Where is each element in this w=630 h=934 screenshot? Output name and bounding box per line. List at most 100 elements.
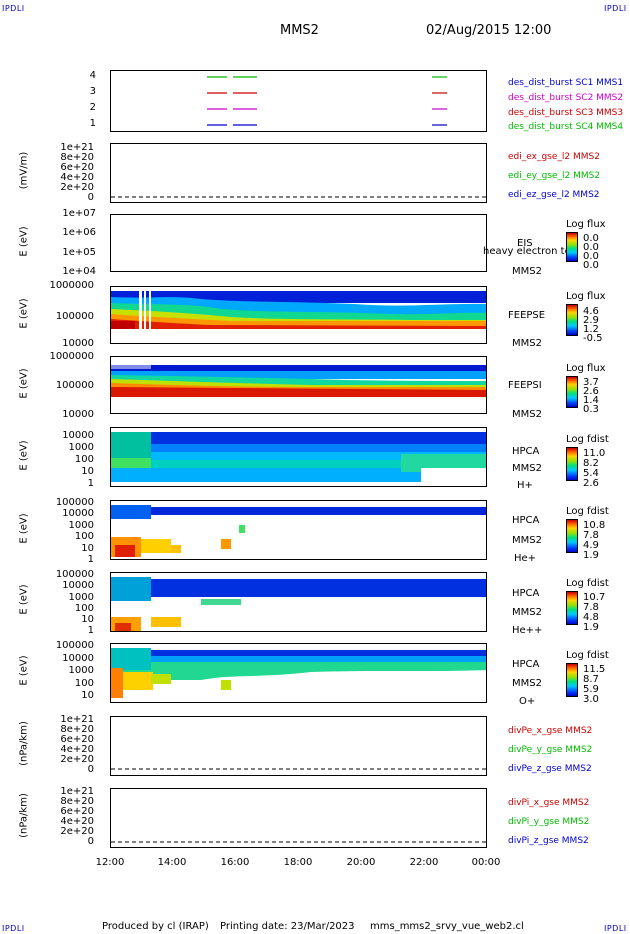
divpi-ytick: 1e+21 xyxy=(60,786,94,797)
feepse-ytick: 1000000 xyxy=(49,280,94,291)
feepse-spectrogram xyxy=(111,287,486,343)
corner-logo-tr: IPDLI xyxy=(604,4,627,13)
corner-logo-tl: IPDLI xyxy=(2,4,25,13)
feepsi-ytick: 1000000 xyxy=(49,351,94,362)
feepsi-ylabel: E (eV) xyxy=(18,368,30,399)
burst-ytick: 4 xyxy=(89,70,96,81)
hpca-o-species-label: O+ xyxy=(519,696,536,707)
hpca-hepp-cbar-val: 10.7 xyxy=(583,592,606,603)
hpca-he-panel xyxy=(110,500,487,560)
feepse-cbar-val: -0.5 xyxy=(583,333,603,344)
feepse-ylabel: E (eV) xyxy=(18,298,30,329)
edi-ytick: 6e+20 xyxy=(60,162,94,173)
divpe-ytick: 6e+20 xyxy=(60,734,94,745)
hpca-hepp-ytick: 100 xyxy=(74,603,94,614)
edi-legend-y: edi_ey_gse_l2 MMS2 xyxy=(508,171,601,181)
eis-cbar-val: 0.0 xyxy=(583,242,599,253)
burst-ytick: 2 xyxy=(89,102,96,113)
feepse-cbar-val: 4.6 xyxy=(583,306,599,317)
hpca-hepp-ytick: 10 xyxy=(81,614,94,625)
spacecraft-title: MMS2 xyxy=(280,23,319,38)
eis-cbar-title: Log flux xyxy=(566,219,606,230)
eis-ytick: 1e+04 xyxy=(62,266,96,277)
hpca-he-cbar-val: 4.9 xyxy=(583,540,599,551)
hpca-h-ytick: 100 xyxy=(74,454,94,465)
feepse-spacecraft-label: MMS2 xyxy=(512,338,542,349)
hpca-h-spacecraft-label: MMS2 xyxy=(512,463,542,474)
hpca-he-cbar-val: 10.8 xyxy=(583,520,606,531)
feepsi-ytick: 100000 xyxy=(55,380,94,391)
hpca-he-species-label: He+ xyxy=(514,553,537,564)
burst-ytick: 1 xyxy=(89,118,96,129)
feepsi-cbar-title: Log flux xyxy=(566,363,606,374)
hpca-h-cbar-val: 11.0 xyxy=(583,448,606,459)
footer-filename: mms_mms2_srvy_vue_web2.cl xyxy=(370,921,524,932)
divpe-ylabel: (nPa/km) xyxy=(18,721,30,766)
x-tick: 20:00 xyxy=(346,857,376,868)
burst-ytick: 3 xyxy=(89,86,96,97)
eis-ytick: 1e+06 xyxy=(62,227,96,238)
hpca-hepp-cbar-val: 1.9 xyxy=(583,622,599,633)
eis-cbar-val: 0.0 xyxy=(583,260,599,271)
divpe-ytick: 8e+20 xyxy=(60,724,94,735)
x-tick: 14:00 xyxy=(157,857,187,868)
edi-ytick: 4e+20 xyxy=(60,172,94,183)
hpca-o-cbar-title: Log fdist xyxy=(566,650,609,661)
hpca-h-panel xyxy=(110,427,487,487)
corner-logo-br: IPDLI xyxy=(604,924,627,933)
eis-spacecraft-label: MMS2 xyxy=(512,266,542,277)
hpca-hepp-ytick: 10000 xyxy=(62,580,94,591)
hpca-hepp-spectrogram xyxy=(111,573,486,631)
feepsi-spectrogram xyxy=(111,357,486,413)
hpca-he-ytick: 1000 xyxy=(68,520,94,531)
divpi-ytick: 2e+20 xyxy=(60,826,94,837)
eis-instrument-label: EIS xyxy=(517,238,533,249)
feepse-ytick: 100000 xyxy=(55,311,94,322)
hpca-hepp-species-label: He++ xyxy=(512,625,543,636)
hpca-o-ytick: 100000 xyxy=(55,640,94,651)
feepsi-cbar-val: 3.7 xyxy=(583,377,599,388)
hpca-hepp-ytick: 100000 xyxy=(55,569,94,580)
x-tick: 22:00 xyxy=(409,857,439,868)
x-tick: 00:00 xyxy=(471,857,501,868)
edi-ytick: 1e+21 xyxy=(60,142,94,153)
datetime-title: 02/Aug/2015 12:00 xyxy=(426,23,552,38)
feepsi-spacecraft-label: MMS2 xyxy=(512,409,542,420)
hpca-o-spacecraft-label: MMS2 xyxy=(512,678,542,689)
eis-colorbar xyxy=(566,232,578,262)
burst-lines xyxy=(207,76,447,126)
hpca-hepp-panel xyxy=(110,572,487,632)
feepse-ytick: 10000 xyxy=(62,338,94,349)
hpca-h-spectrogram xyxy=(111,428,486,486)
burst-legend-sc4: des_dist_burst SC4 MMS4 xyxy=(508,122,624,132)
hpca-o-ytick: 10 xyxy=(81,690,94,701)
hpca-he-ytick: 100000 xyxy=(55,497,94,508)
feepse-panel xyxy=(110,286,487,344)
burst-legend-sc1: des_dist_burst SC1 MMS1 xyxy=(508,78,624,88)
divpe-ytick: 1e+21 xyxy=(60,714,94,725)
hpca-hepp-cbar-val: 7.8 xyxy=(583,602,599,613)
divpi-ytick: 0 xyxy=(87,836,94,847)
hpca-h-cbar-val: 2.6 xyxy=(583,478,599,489)
eis-panel xyxy=(110,214,487,272)
feepsi-ytick: 10000 xyxy=(62,409,94,420)
hpca-hepp-spacecraft-label: MMS2 xyxy=(512,607,542,618)
divpe-legend-y: divPe_y_gse MMS2 xyxy=(508,745,593,755)
hpca-o-instrument-label: HPCA xyxy=(512,659,540,670)
divpe-ytick: 4e+20 xyxy=(60,744,94,755)
hpca-o-cbar-val: 11.5 xyxy=(583,664,606,675)
hpca-o-ytick: 10000 xyxy=(62,653,94,664)
hpca-he-ytick: 100 xyxy=(74,531,94,542)
divpi-legend-y: divPi_y_gse MMS2 xyxy=(508,817,590,827)
edi-ytick: 2e+20 xyxy=(60,182,94,193)
divpe-ytick: 0 xyxy=(87,764,94,775)
hpca-hepp-instrument-label: HPCA xyxy=(512,588,540,599)
hpca-hepp-cbar-val: 4.8 xyxy=(583,612,599,623)
hpca-he-ylabel: E (eV) xyxy=(18,513,30,544)
eis-cbar-val: 0.0 xyxy=(583,251,599,262)
eis-ylabel: E (eV) xyxy=(18,226,30,257)
hpca-o-spectrogram xyxy=(111,644,486,702)
hpca-h-cbar-val: 5.4 xyxy=(583,468,599,479)
footer-printing-date: Printing date: 23/Mar/2023 xyxy=(220,921,355,932)
hpca-h-species-label: H+ xyxy=(517,480,533,491)
